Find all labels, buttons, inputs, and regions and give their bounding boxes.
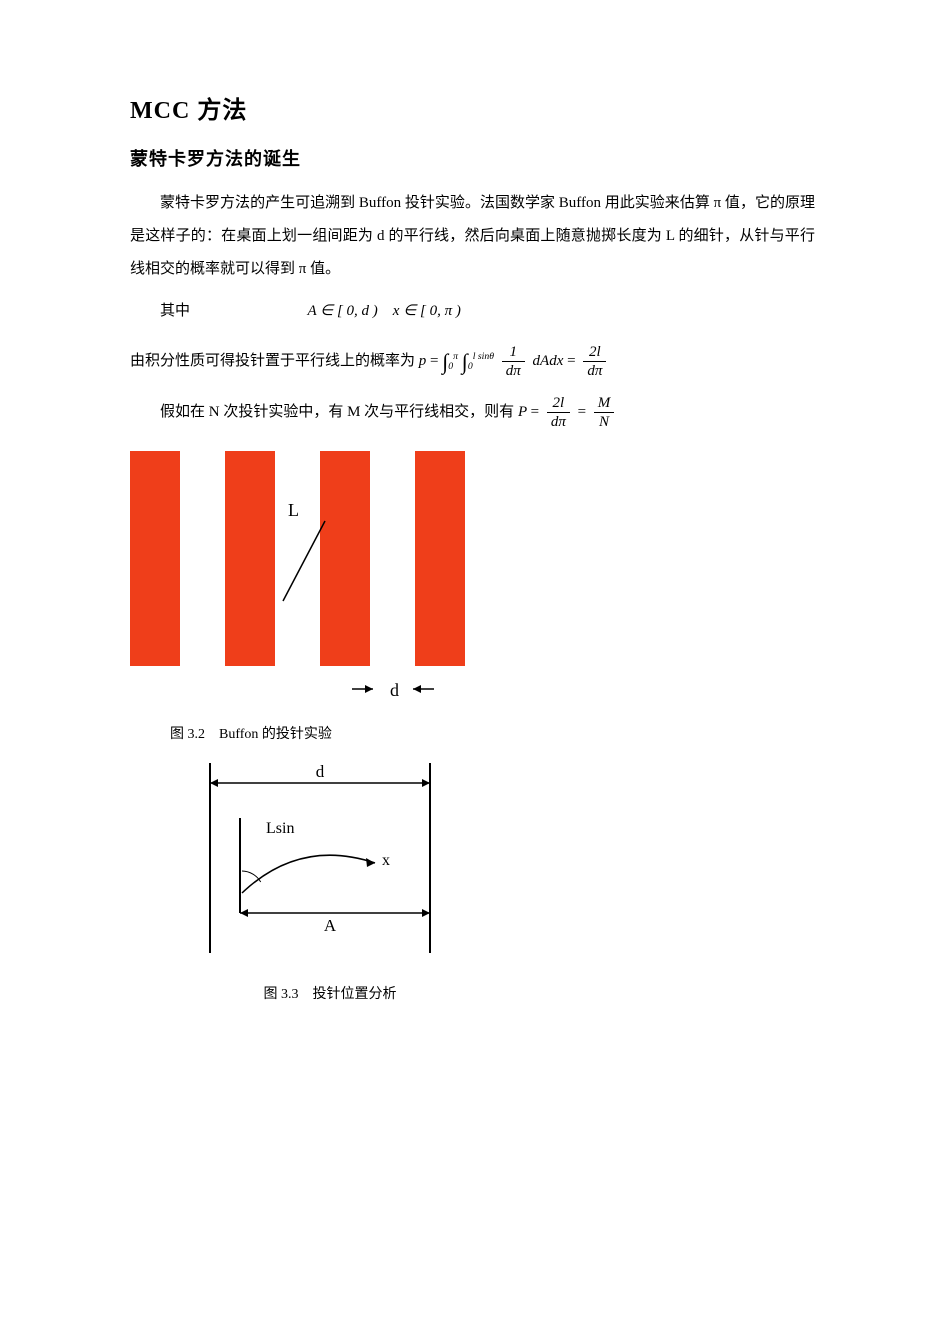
paragraph-1: 蒙特卡罗方法的产生可追溯到 Buffon 投针实验。法国数学家 Buffon 用… bbox=[130, 187, 815, 286]
svg-text:L: L bbox=[288, 500, 299, 520]
where-math: A ∈ [ 0, d ) x ∈ [ 0, π ) bbox=[308, 303, 461, 319]
where-label: 其中 bbox=[160, 303, 190, 319]
page-title: MCC 方法 bbox=[130, 90, 815, 125]
svg-text:Lsin: Lsin bbox=[266, 820, 294, 837]
svg-text:d: d bbox=[390, 680, 399, 700]
probability-line: 由积分性质可得投针置于平行线上的概率为 p = ∫0π ∫0l sinθ 1dπ… bbox=[130, 336, 815, 380]
svg-text:A: A bbox=[324, 916, 337, 935]
svg-text:d: d bbox=[316, 763, 325, 781]
page: MCC 方法 蒙特卡罗方法的诞生 蒙特卡罗方法的产生可追溯到 Buffon 投针… bbox=[0, 0, 945, 1337]
svg-text:x: x bbox=[382, 852, 390, 869]
figure-3-2-caption: 图 3.2 Buffon 的投针实验 bbox=[170, 723, 815, 743]
figure-3-3-caption: 图 3.3 投针位置分析 bbox=[170, 983, 490, 1003]
trials-line: 假如在 N 次投针实验中，有 M 次与平行线相交，则有 P = 2ldπ = M… bbox=[130, 394, 815, 431]
needle-position-diagram: d Lsin x A bbox=[170, 763, 470, 963]
buffon-bars-diagram: Ld bbox=[130, 451, 490, 711]
formula-1: p = ∫0π ∫0l sinθ 1dπ dAdx = 2ldπ bbox=[419, 353, 611, 369]
section-subtitle: 蒙特卡罗方法的诞生 bbox=[130, 145, 815, 171]
figure-3-2: Ld 图 3.2 Buffon 的投针实验 bbox=[130, 451, 815, 743]
formula-2: P = 2ldπ = MN bbox=[518, 404, 618, 420]
para2-prefix: 由积分性质可得投针置于平行线上的概率为 bbox=[130, 353, 415, 369]
para3-text: 假如在 N 次投针实验中，有 M 次与平行线相交，则有 bbox=[160, 404, 514, 420]
figure-3-3: d Lsin x A 图 3.3 投针位置分析 bbox=[170, 763, 815, 1003]
where-line: 其中 A ∈ [ 0, d ) x ∈ [ 0, π ) bbox=[160, 296, 815, 326]
